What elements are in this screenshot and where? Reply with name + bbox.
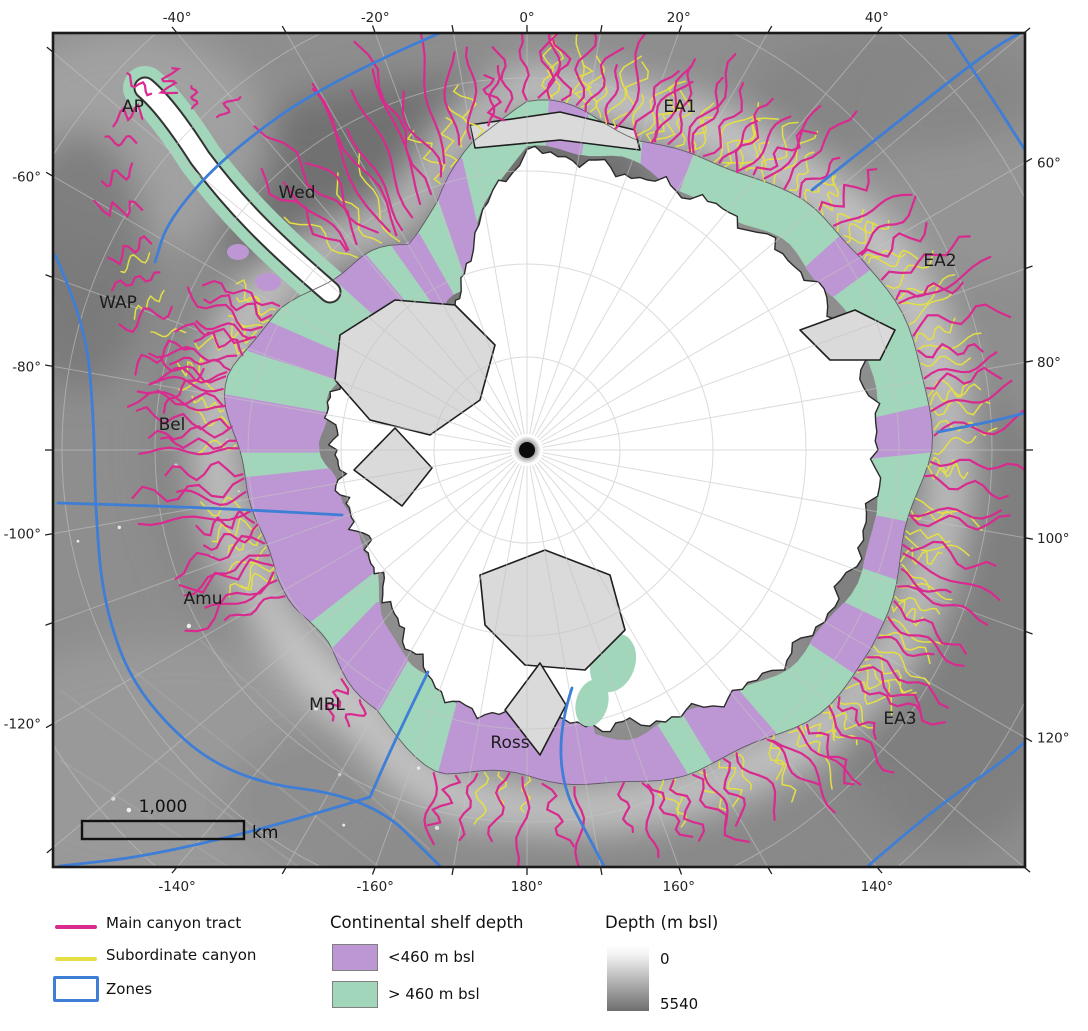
- axis-label: 180°: [511, 879, 544, 895]
- depth-header: Depth (m bsl): [605, 913, 719, 932]
- axis-labels: -40° -20° 0° 20° 40° 60° 80° 100° 120° 140° 160° 18…: [4, 10, 1070, 895]
- axis-label: -160°: [357, 879, 394, 895]
- zones-swatch: [53, 976, 99, 1002]
- depth-max-label: 5540: [660, 995, 699, 1013]
- graticule-ticks: [45, 25, 1033, 875]
- region-label-ross: Ross: [490, 733, 529, 753]
- axis-label: -120°: [4, 717, 41, 733]
- axis-label: 120°: [1037, 731, 1070, 747]
- axis-label: 140°: [861, 879, 894, 895]
- region-label-ea1: EA1: [663, 97, 696, 117]
- axis-label: 20°: [667, 10, 691, 26]
- subordinate-canyon-swatch: [55, 957, 97, 961]
- axis-label: -40°: [163, 10, 192, 26]
- scale-bar: 1,000 km: [80, 797, 278, 843]
- map-content: 1,000 km: [53, 33, 1025, 867]
- axis-label: 160°: [663, 879, 696, 895]
- axis-label: 100°: [1037, 531, 1070, 547]
- region-label-ea2: EA2: [923, 251, 956, 271]
- subordinate-canyon-label: Subordinate canyon: [106, 946, 257, 964]
- region-label-bel: Bel: [159, 415, 186, 435]
- axis-label: 40°: [865, 10, 889, 26]
- region-label-mbl: MBL: [309, 695, 345, 715]
- antarctic-peninsula: [135, 78, 340, 302]
- axis-label: -100°: [4, 527, 41, 543]
- axis-label: 80°: [1037, 355, 1061, 371]
- shelf-band-deep: [224, 99, 933, 785]
- ice-shelves: [334, 111, 896, 756]
- region-label-ap: AP: [122, 97, 144, 117]
- main-canyon-swatch: [55, 925, 97, 929]
- region-label-wed: Wed: [278, 183, 315, 203]
- axis-label: -80°: [12, 359, 41, 375]
- region-label-ea3: EA3: [883, 709, 916, 729]
- shelf-deep-label: > 460 m bsl: [388, 985, 480, 1003]
- shelf-shallow-swatch: [332, 944, 378, 971]
- shelf-shallow-label: <460 m bsl: [388, 948, 475, 966]
- axis-label: 0°: [519, 10, 534, 26]
- canyons-main: [93, 33, 1025, 867]
- shelf-deep-swatch: [332, 981, 378, 1008]
- zones-label: Zones: [106, 980, 153, 998]
- main-canyon-label: Main canyon tract: [106, 914, 242, 932]
- map-legend: Main canyon tract Subordinate canyon Zon…: [0, 900, 1088, 1031]
- scale-bar-distance: 1,000: [139, 797, 188, 817]
- axis-label: -60°: [12, 169, 41, 185]
- shelf-depth-header: Continental shelf depth: [330, 913, 524, 932]
- axis-label: -20°: [361, 10, 390, 26]
- depth-min-label: 0: [660, 950, 670, 968]
- region-labels: AP Wed WAP Bel Amu MBL Ross EA1 EA2 EA3: [99, 97, 956, 753]
- region-label-amu: Amu: [184, 589, 223, 609]
- axis-label: -140°: [158, 879, 195, 895]
- antarctica-map: 1,000kmAPWedWAPBelAmuMBLRossEA1EA2EA3-40…: [4, 10, 1070, 895]
- depth-gradient-swatch: [607, 945, 649, 1011]
- south-pole-marker: [519, 442, 535, 458]
- axis-label: 60°: [1037, 155, 1061, 171]
- scale-bar-unit: km: [252, 823, 278, 843]
- region-label-wap: WAP: [99, 293, 137, 313]
